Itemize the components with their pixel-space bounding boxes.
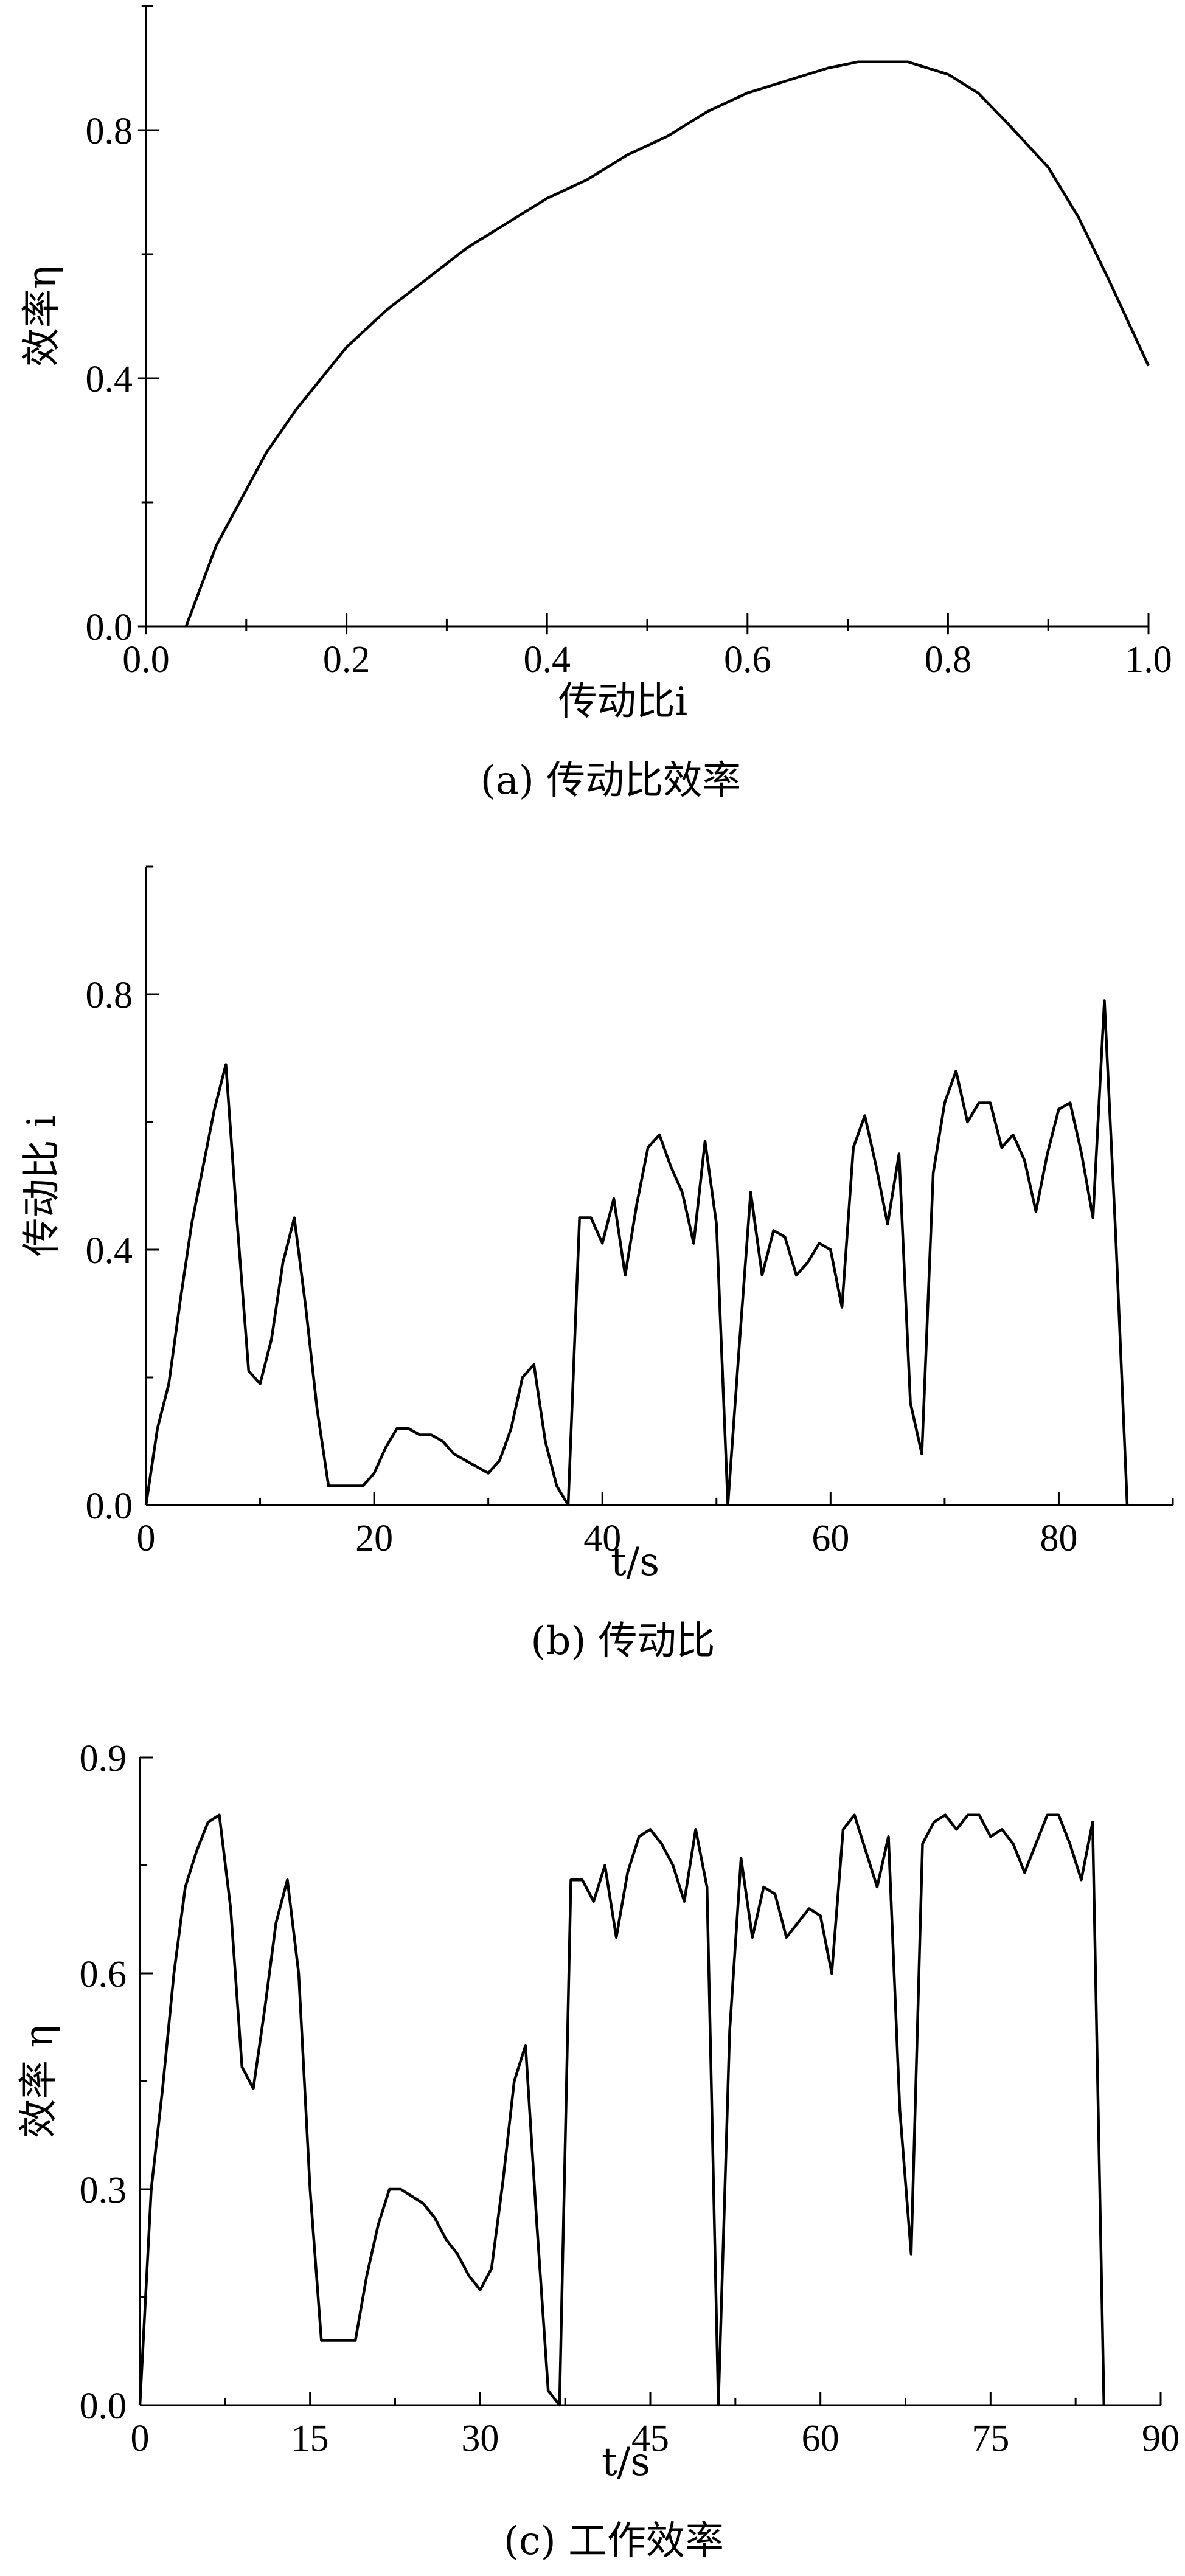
chart-panel-1: 0.0 0.2 0.4 0.6 0.8 1.0 0.0 0.4 0.8 传动比i 效率η (a) 传动… [19, 5, 1172, 803]
x-tick-label: 0.0 [122, 639, 170, 680]
y-axis-label: 传动比 i [19, 1115, 64, 1257]
x-tick-label: 40 [583, 1518, 621, 1559]
y-tick-label: 0.3 [80, 2170, 127, 2211]
x-tick-label: 20 [355, 1518, 393, 1559]
y-tick-label: 0.0 [80, 2386, 127, 2427]
x-tick-label: 80 [1040, 1518, 1077, 1559]
x-tick-label: 0.8 [925, 639, 972, 680]
x-tick-label: 0 [131, 2418, 150, 2459]
x-axis-label: 传动比i [558, 679, 687, 724]
y-tick-label: 0.0 [86, 1486, 133, 1527]
x-tick-label: 30 [461, 2418, 499, 2459]
chart-caption: (b) 传动比 [530, 1619, 715, 1664]
x-axis-label: t/s [602, 2440, 650, 2485]
chart-caption: (a) 传动比效率 [481, 758, 741, 803]
y-tick-label: 0.4 [86, 1230, 133, 1272]
y-tick-label: 0.0 [86, 607, 133, 648]
series-line [144, 999, 1129, 1507]
y-tick-label: 0.4 [86, 359, 133, 400]
y-axis-label: 效率 η [16, 2024, 61, 2138]
series-line [138, 1813, 1106, 2407]
chart-panel-3: 0 15 30 45 60 75 90 0.0 0.3 0.6 0.9 t/s 效率 η (c) 工作效率 [16, 1738, 1180, 2564]
y-tick-label: 0.8 [86, 111, 133, 152]
x-tick-label: 15 [291, 2418, 329, 2459]
x-tick-label: 0.2 [323, 639, 370, 680]
x-tick-label: 90 [1142, 2418, 1180, 2459]
y-tick-label: 0.8 [86, 975, 133, 1016]
y-tick-label: 0.9 [80, 1738, 127, 1779]
x-tick-label: 1.0 [1125, 639, 1172, 680]
x-tick-label: 60 [811, 1518, 849, 1559]
y-axis-label: 效率η [19, 266, 64, 367]
x-tick-label: 0.6 [724, 639, 771, 680]
chart-panel-2: 0 20 40 60 80 0.0 0.4 0.8 t/s 传动比 i (b) 传动比 [19, 865, 1174, 1664]
x-tick-label: 0.4 [523, 639, 571, 680]
chart-caption: (c) 工作效率 [504, 2519, 724, 2564]
x-axis-label: t/s [611, 1540, 659, 1585]
y-tick-label: 0.6 [80, 1954, 127, 1995]
x-tick-label: 75 [971, 2418, 1009, 2459]
series-line [184, 60, 1150, 627]
x-tick-label: 45 [631, 2418, 669, 2459]
x-tick-label: 60 [802, 2418, 839, 2459]
x-tick-label: 0 [137, 1518, 156, 1559]
